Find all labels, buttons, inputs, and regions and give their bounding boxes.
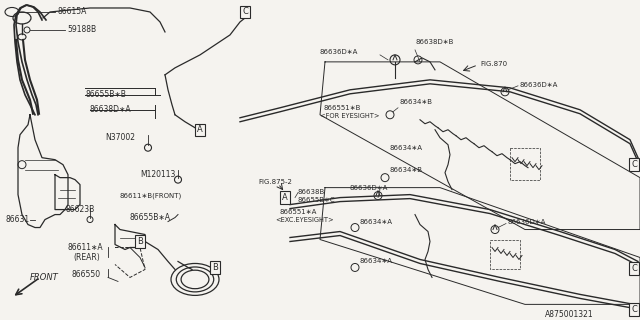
Text: N37002: N37002 bbox=[105, 133, 135, 142]
Text: 86638D∗A: 86638D∗A bbox=[90, 105, 132, 114]
Text: 866551∗B: 866551∗B bbox=[323, 105, 360, 111]
Text: FRONT: FRONT bbox=[30, 273, 59, 282]
Text: 86655B∗A: 86655B∗A bbox=[130, 213, 171, 222]
Text: 86636D∗A: 86636D∗A bbox=[320, 49, 358, 55]
Text: 86634∗B: 86634∗B bbox=[400, 99, 433, 105]
Text: M120113: M120113 bbox=[140, 170, 175, 179]
Text: 86634∗A: 86634∗A bbox=[360, 259, 393, 264]
Text: 86631: 86631 bbox=[5, 215, 29, 224]
Text: A875001321: A875001321 bbox=[545, 310, 594, 319]
Text: 86636D∗A: 86636D∗A bbox=[508, 219, 547, 225]
Text: 86634∗A: 86634∗A bbox=[390, 145, 423, 151]
Text: 86638D∗B: 86638D∗B bbox=[415, 39, 453, 45]
Text: 86638B: 86638B bbox=[298, 188, 325, 195]
Text: B: B bbox=[137, 237, 143, 246]
Text: <FOR EYESIGHT>: <FOR EYESIGHT> bbox=[320, 113, 380, 119]
Text: C: C bbox=[242, 7, 248, 16]
Text: 86611∗B(FRONT): 86611∗B(FRONT) bbox=[120, 192, 182, 199]
Text: 86615A: 86615A bbox=[57, 7, 86, 16]
Text: C: C bbox=[631, 305, 637, 314]
Text: 86636D∗A: 86636D∗A bbox=[520, 82, 558, 88]
Text: 866550: 866550 bbox=[72, 270, 101, 279]
Text: <EXC.EYESIGHT>: <EXC.EYESIGHT> bbox=[275, 217, 333, 222]
Text: 86634∗B: 86634∗B bbox=[390, 167, 423, 173]
Text: (REAR): (REAR) bbox=[73, 253, 100, 262]
Text: C: C bbox=[631, 160, 637, 169]
Text: B: B bbox=[212, 263, 218, 272]
Text: 86634∗A: 86634∗A bbox=[360, 219, 393, 225]
Text: 86636D∗A: 86636D∗A bbox=[350, 185, 388, 191]
Text: C: C bbox=[631, 264, 637, 273]
Text: 86611∗A: 86611∗A bbox=[68, 243, 104, 252]
Text: FIG.870: FIG.870 bbox=[480, 61, 507, 67]
Text: FIG.875-2: FIG.875-2 bbox=[258, 179, 292, 185]
Text: A: A bbox=[197, 125, 203, 134]
Text: 86623B: 86623B bbox=[65, 205, 94, 214]
Text: 86655B∗B: 86655B∗B bbox=[85, 90, 126, 99]
Text: 866551∗A: 866551∗A bbox=[280, 209, 317, 215]
Text: 86655B∗C: 86655B∗C bbox=[298, 196, 335, 203]
Text: A: A bbox=[282, 193, 288, 202]
Text: 59188B: 59188B bbox=[67, 25, 96, 35]
